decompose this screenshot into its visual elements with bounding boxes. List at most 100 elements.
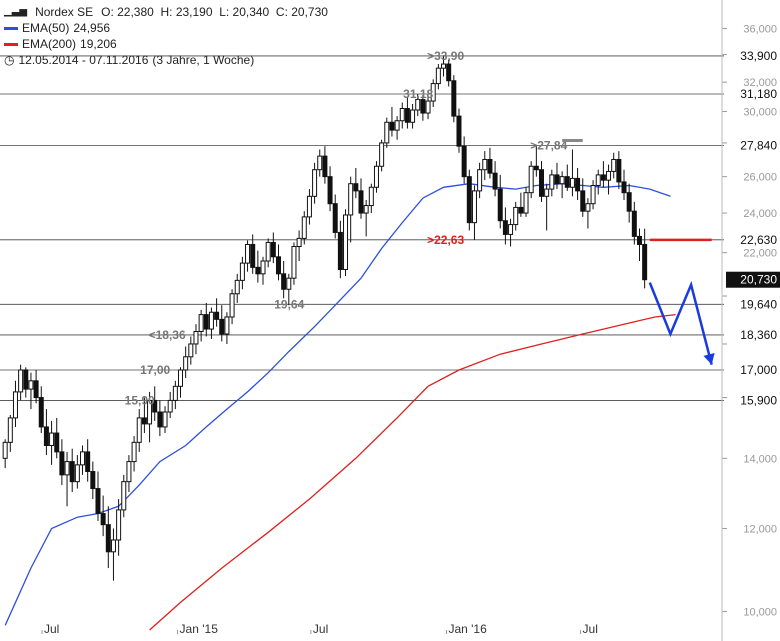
price-annotation: 19,64 bbox=[274, 297, 304, 311]
candle-body bbox=[327, 176, 333, 205]
period-range: 12.05.2014 - 07.11.2016 bbox=[18, 53, 149, 67]
candle-body bbox=[167, 399, 173, 413]
candle-body bbox=[636, 235, 642, 245]
level-label-box bbox=[724, 296, 780, 313]
level-label: 17,000 bbox=[740, 363, 777, 377]
candle-body bbox=[270, 241, 276, 258]
candle-body bbox=[110, 539, 116, 553]
support-resistance-levels bbox=[0, 55, 724, 401]
candle-body bbox=[394, 120, 400, 131]
candle-body bbox=[234, 279, 240, 295]
candle-body bbox=[466, 176, 472, 224]
candle-body bbox=[291, 245, 297, 279]
candle-body bbox=[332, 203, 338, 233]
candle-body bbox=[585, 203, 591, 212]
candle-body bbox=[621, 181, 627, 194]
candle-body bbox=[219, 318, 225, 335]
candle-body bbox=[286, 277, 292, 290]
candle-body bbox=[162, 411, 168, 428]
candle-body bbox=[239, 262, 245, 281]
candle-body bbox=[301, 216, 307, 239]
price-annotation: 15,90 bbox=[125, 393, 155, 407]
candle-body bbox=[404, 108, 410, 123]
candle-body bbox=[544, 188, 550, 197]
ema50-value: 24,956 bbox=[73, 21, 111, 35]
candle-body bbox=[508, 224, 514, 235]
candle-body bbox=[296, 237, 302, 247]
legend-period-row: ◷ 12.05.2014 - 07.11.2016 (3 Jahre, 1 Wo… bbox=[4, 52, 332, 68]
x-tick-label: Jan '16 bbox=[448, 622, 487, 636]
candle-body bbox=[631, 210, 637, 237]
candle-body bbox=[322, 155, 328, 178]
ema50-line bbox=[4, 183, 671, 626]
candle-body bbox=[85, 451, 91, 473]
y-tick-label: 14,000 bbox=[743, 453, 777, 465]
ema50-swatch bbox=[4, 26, 18, 30]
ema50-series bbox=[4, 183, 671, 626]
candle-body bbox=[178, 369, 183, 387]
candle-body bbox=[518, 206, 524, 214]
candle-body bbox=[399, 108, 405, 122]
candle-body bbox=[38, 397, 44, 428]
candle-body bbox=[600, 174, 606, 181]
candle-body bbox=[569, 177, 575, 188]
ema200-label: EMA(200) bbox=[22, 37, 77, 51]
last-price-label: 20,730 bbox=[740, 273, 777, 287]
candle-body bbox=[141, 417, 147, 425]
candle-body bbox=[626, 192, 632, 212]
level-label-box bbox=[724, 392, 780, 409]
candle-body bbox=[353, 183, 359, 192]
candle-body bbox=[281, 273, 287, 290]
candle-body bbox=[348, 183, 354, 216]
price-annotation: >27,84 bbox=[530, 139, 567, 153]
candle-body bbox=[147, 399, 153, 425]
candle-body bbox=[183, 356, 189, 371]
candle-body bbox=[559, 176, 565, 185]
candle-body bbox=[12, 391, 18, 419]
chart-legend: ▁▃▅ Nordex SE O: 22,380 H: 23,190 L: 20,… bbox=[4, 4, 332, 68]
y-tick-label: 32,000 bbox=[743, 77, 777, 89]
candle-body bbox=[539, 169, 544, 197]
candle-body bbox=[487, 158, 493, 174]
candle-body bbox=[430, 83, 436, 102]
candle-body bbox=[28, 380, 34, 390]
candle-body bbox=[59, 451, 65, 476]
level-label: 31,180 bbox=[740, 87, 777, 101]
candle-body bbox=[193, 331, 199, 345]
arrow-head bbox=[703, 353, 715, 365]
candle-body bbox=[95, 488, 101, 515]
candle-body bbox=[477, 169, 483, 192]
candle-body bbox=[471, 190, 477, 224]
candle-body bbox=[595, 174, 601, 186]
y-axis: 33,900 31,180 27,840 22,630 19,640 18,360 17,0… bbox=[721, 0, 780, 641]
candle-body bbox=[554, 174, 560, 185]
candle-body bbox=[337, 231, 343, 271]
ema200-series bbox=[149, 313, 676, 631]
level-label-box bbox=[724, 231, 780, 248]
candle-body bbox=[358, 190, 364, 214]
candle-body bbox=[105, 524, 111, 553]
y-tick-label: 26,000 bbox=[743, 172, 777, 184]
level-label-box bbox=[724, 85, 780, 102]
candle-body bbox=[80, 451, 86, 466]
candle-body bbox=[54, 432, 60, 453]
projection-path bbox=[648, 280, 713, 366]
candle-body bbox=[49, 432, 55, 447]
candle-body bbox=[121, 481, 127, 511]
level-label: 19,640 bbox=[740, 297, 777, 311]
x-tick-label: Jul bbox=[583, 622, 598, 636]
x-tick-label: Jan '15 bbox=[180, 622, 219, 636]
candle-body bbox=[214, 311, 220, 320]
projection-arrow bbox=[648, 238, 715, 366]
candle-body bbox=[502, 220, 508, 235]
candle-body bbox=[389, 121, 395, 131]
instrument-name: Nordex SE bbox=[35, 5, 94, 19]
candle-body bbox=[126, 461, 132, 483]
candle-body bbox=[410, 109, 416, 123]
candle-body bbox=[265, 241, 271, 262]
legend-ema200-row: EMA(200) 19,206 bbox=[4, 36, 332, 52]
level-label: 15,900 bbox=[740, 393, 777, 407]
candle-body bbox=[275, 256, 281, 275]
candle-body bbox=[208, 311, 214, 330]
